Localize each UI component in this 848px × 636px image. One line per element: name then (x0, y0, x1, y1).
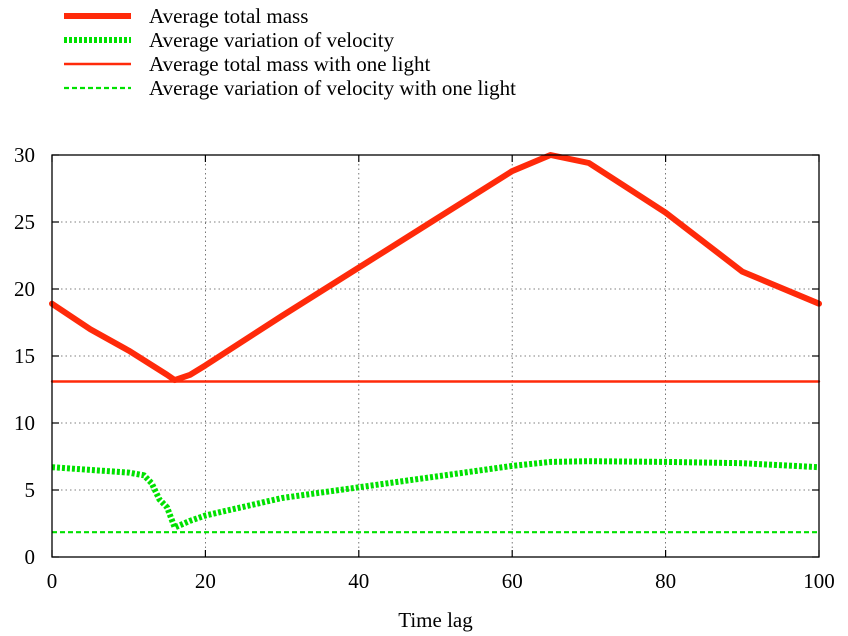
grid (52, 155, 819, 557)
legend-label-1: Average total mass (149, 4, 308, 28)
x-tick-label: 60 (502, 569, 523, 593)
x-tick-label: 80 (655, 569, 676, 593)
y-tick-label: 10 (14, 411, 35, 435)
x-tick-label: 0 (47, 569, 58, 593)
series-line-2 (51, 458, 820, 531)
x-axis-title: Time lag (398, 608, 473, 632)
legend-label-4: Average variation of velocity with one l… (149, 76, 516, 100)
y-tick-label: 25 (14, 210, 35, 234)
legend-label-3: Average total mass with one light (149, 52, 430, 76)
y-tick-label: 15 (14, 344, 35, 368)
y-tick-label: 0 (25, 545, 36, 569)
axes: 0 20 40 60 80 100 0 5 10 15 20 25 30 (14, 143, 835, 593)
y-tick-label: 30 (14, 143, 35, 167)
y-tick-label: 20 (14, 277, 35, 301)
y-tick-label: 5 (25, 478, 36, 502)
x-tick-label: 40 (348, 569, 369, 593)
series-layer (49, 152, 822, 534)
legend-label-2: Average variation of velocity (149, 28, 395, 52)
x-tick-label: 20 (195, 569, 216, 593)
series-line-1 (49, 152, 822, 384)
x-tick-label: 100 (803, 569, 835, 593)
